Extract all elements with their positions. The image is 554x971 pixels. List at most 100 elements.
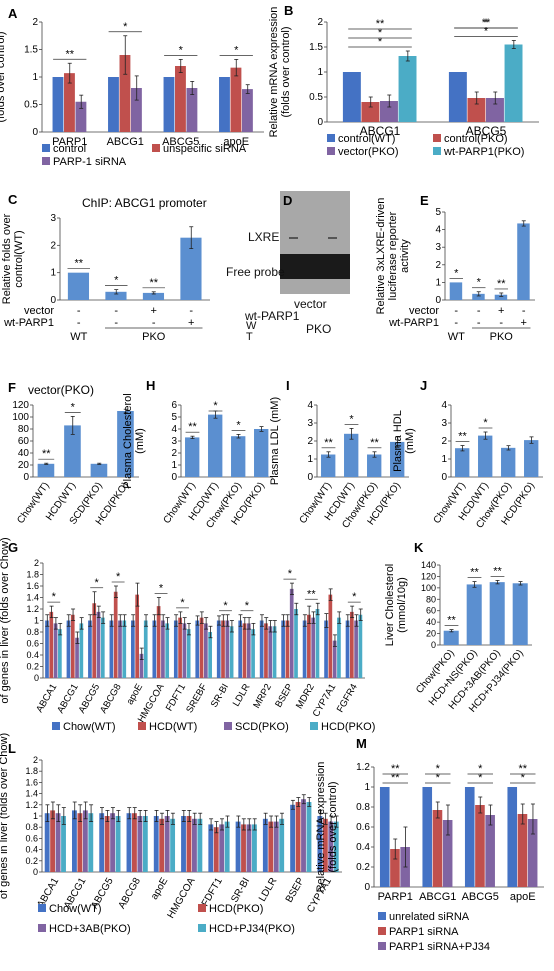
y-tick-label: 60 (426, 606, 436, 616)
y-tick-label: 1.2 (25, 800, 38, 810)
bar (117, 411, 134, 477)
bar (224, 821, 230, 872)
significance-label: * (114, 275, 119, 287)
y-tick-label: 2 (435, 260, 441, 271)
bar (66, 620, 71, 678)
y-tick-label: 20 (18, 460, 30, 471)
y-tick-label: 0.6 (26, 639, 39, 649)
condition-symbol: - (454, 305, 458, 317)
legend-swatch (52, 722, 60, 730)
bar (156, 606, 161, 678)
bar (475, 805, 485, 887)
legend-label: PARP1 siRNA (389, 926, 459, 938)
legend-swatch (378, 942, 386, 950)
panel-A: 00.511.52PARP1ABCG1ABCG5apoE*****Relativ… (0, 17, 264, 168)
legend-label: PARP1 siRNA+PJ34 (389, 941, 490, 953)
bar (44, 813, 50, 872)
bar (53, 623, 58, 678)
bar (501, 447, 516, 477)
panel-letter-C: C (8, 192, 18, 207)
bar (466, 584, 482, 645)
bar (225, 620, 230, 678)
bar (246, 623, 251, 678)
bar (115, 816, 121, 872)
significance-label: ** (42, 448, 51, 460)
bar (45, 620, 49, 678)
gel-vector-label: vector (294, 297, 327, 311)
legend-label: Chow(WT) (63, 721, 116, 733)
gel-lxre-label: LXRE (248, 230, 280, 244)
y-tick-label: 1 (317, 67, 323, 78)
panel-letter-D: D (283, 193, 292, 208)
bar (279, 818, 285, 872)
y-tick-label: 0.4 (25, 845, 38, 855)
bar (37, 463, 55, 477)
condition-symbol: - (499, 317, 503, 329)
significance-label: ** (470, 567, 479, 579)
bar (216, 620, 221, 678)
y-axis-label-line: of genes in liver (folds over Chow) (0, 733, 10, 899)
legend-label: control(PKO) (444, 133, 508, 145)
bar (110, 813, 116, 872)
gel-wt-parp1-label: wt-PARP1 (245, 309, 300, 323)
y-tick-label: 5 (435, 207, 441, 218)
bar (92, 603, 97, 678)
significance-label: * (484, 17, 489, 29)
bar (229, 626, 234, 678)
bar (135, 594, 139, 678)
bar (290, 804, 296, 872)
y-axis-label: Plasma LDL (mM) (269, 397, 281, 485)
bar (380, 101, 398, 122)
significance-label: * (378, 36, 383, 48)
y-tick-label: 0 (171, 472, 177, 483)
significance-label: * (52, 591, 57, 603)
y-axis-label: Relative 3xLXRE-drivenluciferase reporte… (375, 198, 411, 315)
condition-symbol: + (521, 317, 527, 329)
y-tick-label: 0 (32, 127, 38, 138)
y-axis-label-line: (folds over control) (0, 31, 7, 122)
y-tick-label: 1 (435, 277, 441, 288)
y-tick-label: 4 (441, 400, 447, 411)
bar (478, 435, 493, 477)
y-tick-label: 0.4 (26, 650, 39, 660)
bar (208, 414, 223, 477)
significance-label: * (71, 401, 76, 413)
bar (527, 819, 538, 887)
y-tick-label: 6 (171, 400, 177, 411)
y-axis-label: Relative mRNA expressionof genes in live… (0, 733, 10, 899)
bar (88, 620, 92, 678)
y-tick-label: 140 (421, 560, 436, 570)
legend-swatch (138, 722, 146, 730)
bar (185, 437, 200, 477)
legend-swatch (42, 157, 50, 165)
y-tick-label: 1 (32, 72, 38, 83)
bar (52, 77, 64, 132)
y-axis-label-line: Relative mRNA expression (315, 762, 327, 893)
legend-swatch (198, 904, 206, 912)
significance-label: ** (74, 258, 83, 270)
bar (204, 623, 208, 678)
y-tick-label: 0.6 (25, 833, 38, 843)
significance-label: ** (391, 772, 400, 784)
y-tick-label: 1 (441, 454, 447, 465)
bar (337, 617, 341, 678)
legend-label: Chow(WT) (49, 903, 102, 915)
y-tick-label: 0 (33, 867, 38, 877)
bar (175, 66, 186, 132)
x-tick-label: ABCG1 (419, 891, 456, 903)
condition-symbol: - (522, 305, 526, 317)
significance-label: * (234, 44, 239, 56)
group-label-pko: PKO (142, 331, 166, 343)
y-tick-label: 20 (426, 629, 436, 639)
panel-letter-M: M (356, 736, 367, 751)
y-tick-label: 0.8 (25, 822, 38, 832)
bar (186, 88, 198, 132)
bar (306, 802, 312, 872)
bar (398, 56, 417, 122)
significance-label: ** (391, 763, 400, 775)
significance-label: * (521, 772, 526, 784)
free-probe-band (280, 254, 350, 279)
bar (358, 614, 363, 678)
